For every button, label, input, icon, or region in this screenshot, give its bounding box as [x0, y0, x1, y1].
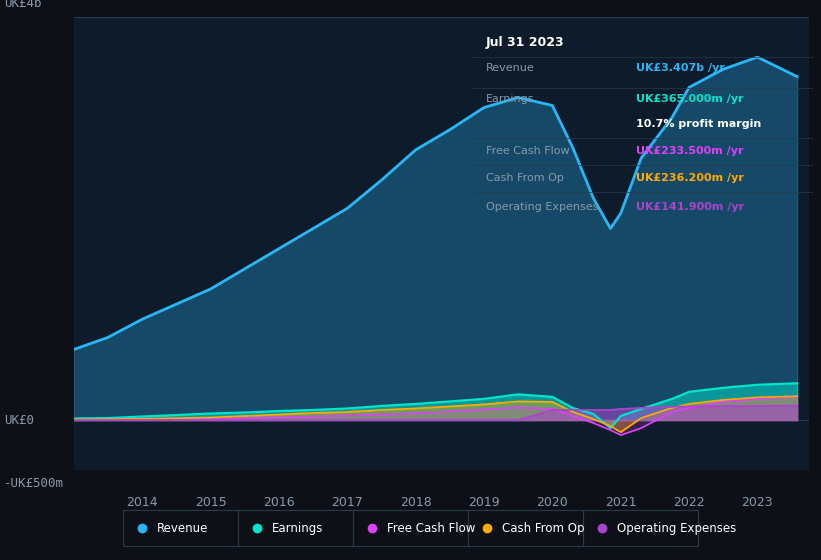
Text: 2015: 2015 [195, 496, 227, 508]
Text: 2023: 2023 [741, 496, 773, 508]
Text: UK£3.407b /yr: UK£3.407b /yr [635, 63, 724, 73]
Text: Jul 31 2023: Jul 31 2023 [486, 36, 564, 49]
Text: Operating Expenses: Operating Expenses [486, 202, 598, 212]
Text: Earnings: Earnings [486, 94, 534, 104]
Text: Free Cash Flow: Free Cash Flow [486, 146, 569, 156]
Text: -UK£500m: -UK£500m [4, 477, 64, 490]
Text: 2017: 2017 [332, 496, 363, 508]
Text: Operating Expenses: Operating Expenses [617, 521, 736, 535]
Text: UK£141.900m /yr: UK£141.900m /yr [635, 202, 744, 212]
Text: 2022: 2022 [673, 496, 705, 508]
Text: 2014: 2014 [126, 496, 158, 508]
Text: 2018: 2018 [400, 496, 432, 508]
Text: UK£365.000m /yr: UK£365.000m /yr [635, 94, 743, 104]
Text: UK£236.200m /yr: UK£236.200m /yr [635, 173, 744, 183]
Text: Cash From Op: Cash From Op [502, 521, 584, 535]
Text: UK£233.500m /yr: UK£233.500m /yr [635, 146, 743, 156]
Text: Revenue: Revenue [486, 63, 534, 73]
Text: 10.7% profit margin: 10.7% profit margin [635, 119, 761, 129]
Text: Cash From Op: Cash From Op [486, 173, 563, 183]
Text: UK£4b: UK£4b [4, 0, 42, 10]
Text: Free Cash Flow: Free Cash Flow [387, 521, 475, 535]
Text: 2020: 2020 [536, 496, 568, 508]
Text: Earnings: Earnings [272, 521, 323, 535]
Text: 2021: 2021 [605, 496, 636, 508]
Text: UK£0: UK£0 [4, 413, 34, 427]
Text: 2019: 2019 [468, 496, 500, 508]
Text: 2016: 2016 [264, 496, 295, 508]
Text: Revenue: Revenue [157, 521, 209, 535]
